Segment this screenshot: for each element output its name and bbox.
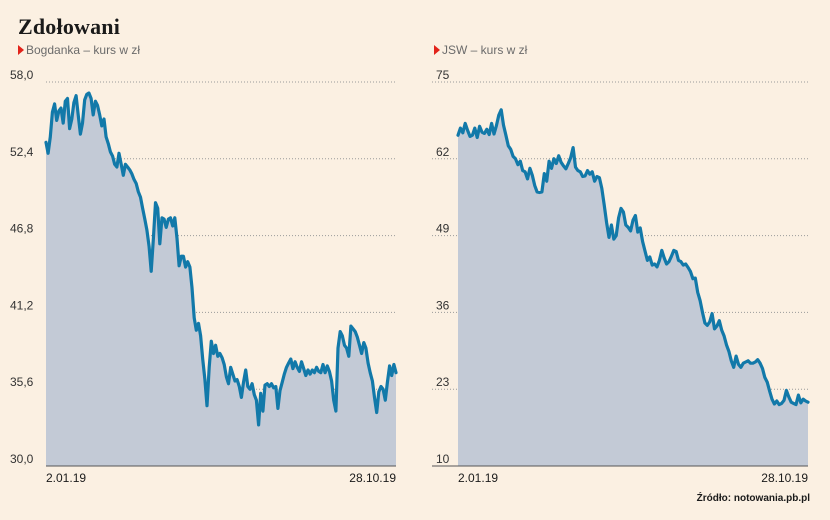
series-line	[44, 91, 398, 427]
page-title: Zdołowani	[18, 14, 121, 39]
y-tick-label: 49	[436, 222, 450, 236]
x-tick-label: 2.01.19	[46, 471, 86, 485]
chart-subtitle: Bogdanka – kurs w zł	[18, 43, 140, 57]
chart-title-label: Bogdanka – kurs w zł	[26, 43, 141, 57]
source-note: Źródło: notowania.pb.pl	[696, 493, 810, 504]
y-tick-label: 36	[436, 298, 450, 312]
x-tick-label: 2.01.19	[458, 471, 498, 485]
y-tick-label: 35,6	[10, 375, 34, 389]
y-tick-label: 52,4	[10, 145, 34, 159]
y-tick-label: 75	[436, 68, 450, 82]
chart-title-label: JSW – kurs w zł	[442, 43, 528, 57]
x-tick-label: 28.10.19	[349, 471, 396, 485]
series-area-fill	[458, 109, 808, 467]
y-tick-label: 23	[436, 375, 450, 389]
chart-subtitle: JSW – kurs w zł	[434, 43, 527, 57]
y-tick-label: 46,8	[10, 222, 34, 236]
chart-panel-bogdanka: Bogdanka – kurs w zł 58,0 52,4 46,8 41,2 35,…	[10, 40, 410, 510]
y-tick-label: 62	[436, 145, 450, 159]
chart-panel-jsw: JSW – kurs w zł 75 62 49 36 23 10 2.01.19 28.10…	[428, 40, 828, 510]
y-tick-label: 10	[436, 452, 450, 466]
series-area-fill	[46, 93, 396, 466]
y-tick-label: 30,0	[10, 452, 34, 466]
series-line	[456, 108, 810, 407]
red-triangle-icon	[434, 45, 440, 55]
x-tick-label: 28.10.19	[761, 471, 808, 485]
y-tick-label: 58,0	[10, 68, 34, 82]
bogdanka-price-chart: 58,0 52,4 46,8 41,2 35,6 30,0 2.01.19 28.10.19	[10, 68, 398, 485]
y-tick-label: 41,2	[10, 298, 34, 312]
red-triangle-icon	[18, 45, 24, 55]
jsw-price-chart: 75 62 49 36 23 10 2.01.19 28.10.19	[432, 68, 810, 485]
